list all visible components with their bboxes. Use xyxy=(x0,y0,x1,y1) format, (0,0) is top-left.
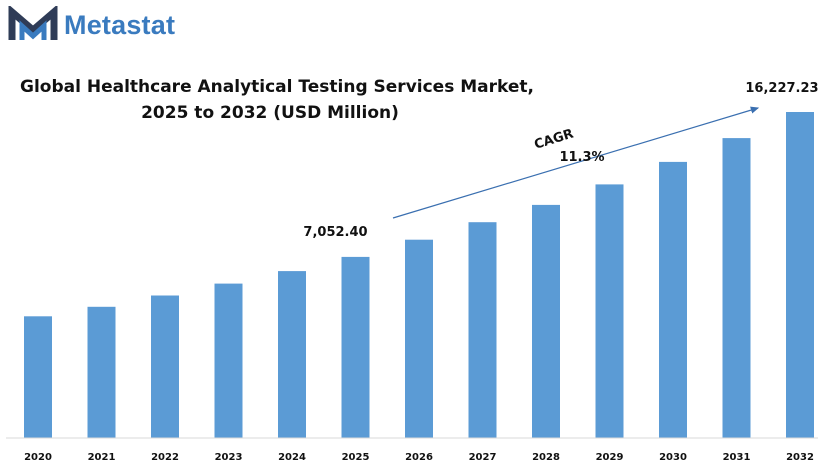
chart-title-line-2: 2025 to 2032 (USD Million) xyxy=(141,103,399,123)
brand-logo: Metastat xyxy=(8,6,175,44)
bar-2026 xyxy=(405,239,433,438)
x-tick-label-2020: 2020 xyxy=(24,452,52,463)
bar-2031 xyxy=(722,138,751,438)
x-tick-label-2021: 2021 xyxy=(88,452,116,463)
cagr-arrow xyxy=(392,106,760,219)
x-tick-label-2028: 2028 xyxy=(532,452,560,463)
chart-title: Global Healthcare Analytical Testing Ser… xyxy=(20,74,534,126)
metastat-m-logo-icon xyxy=(8,6,58,40)
bar-2023 xyxy=(214,283,243,438)
x-tick-label-2029: 2029 xyxy=(596,452,624,463)
x-tick-label-2027: 2027 xyxy=(469,452,497,463)
x-tick-label-2023: 2023 xyxy=(215,452,243,463)
data-label-2025: 7,052.40 xyxy=(303,225,367,240)
bar-2024 xyxy=(278,271,306,438)
x-tick-label-2025: 2025 xyxy=(342,452,370,463)
x-tick-label-2024: 2024 xyxy=(278,452,306,463)
bar-2022 xyxy=(151,295,179,438)
bar-2028 xyxy=(532,204,560,438)
x-tick-label-2032: 2032 xyxy=(786,452,814,463)
cagr-value: 11.3% xyxy=(559,150,604,165)
cagr-label: CAGR xyxy=(533,127,576,153)
bar-2025 xyxy=(341,256,370,438)
bar-2027 xyxy=(468,222,497,438)
x-tick-label-2022: 2022 xyxy=(151,452,179,463)
bar-2021 xyxy=(87,306,116,438)
bar-2030 xyxy=(659,161,687,438)
x-tick-labels: 2020 2021 2022 2023 2024 2025 2026 2027 2028 2029… xyxy=(24,452,814,463)
brand-name: Metastat xyxy=(64,9,176,40)
bar-2029 xyxy=(595,184,624,438)
x-tick-label-2026: 2026 xyxy=(405,452,433,463)
bar-2020 xyxy=(24,316,52,438)
bar-2032 xyxy=(786,112,814,438)
x-tick-label-2031: 2031 xyxy=(723,452,751,463)
data-labels: 7,052.40 16,227.23 xyxy=(303,81,818,240)
data-label-2032: 16,227.23 xyxy=(745,81,818,96)
x-tick-label-2030: 2030 xyxy=(659,452,687,463)
bars-group xyxy=(24,112,814,438)
chart-title-line-1: Global Healthcare Analytical Testing Ser… xyxy=(20,77,534,97)
